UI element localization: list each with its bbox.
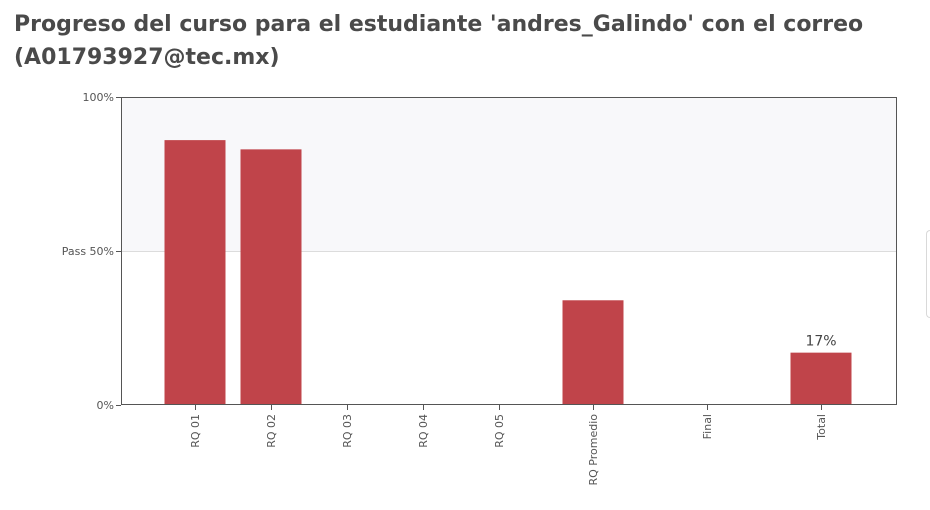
plot-frame — [121, 97, 897, 405]
bar-rq-01[interactable] — [164, 140, 226, 405]
y-tick-label: 0% — [97, 399, 114, 412]
x-tick-label: Final — [701, 414, 714, 439]
side-panel-tab[interactable] — [926, 230, 930, 318]
data-labels-group: 17% — [805, 334, 836, 350]
x-tick-label: RQ 04 — [417, 414, 430, 448]
bar-rq-promedio[interactable] — [562, 300, 624, 405]
x-tick-label: RQ 01 — [189, 414, 202, 448]
bar-rq-02[interactable] — [240, 149, 302, 405]
bars-group — [164, 140, 852, 405]
bar-total[interactable] — [790, 352, 852, 405]
x-tick-label: RQ Promedio — [587, 414, 600, 486]
x-tick-label: RQ 03 — [341, 414, 354, 448]
y-tick-label: Pass 50% — [62, 245, 114, 258]
x-tick-label: RQ 05 — [493, 414, 506, 448]
data-label: 17% — [805, 334, 836, 350]
pass-region-band — [121, 97, 897, 251]
x-tick-label: RQ 02 — [265, 414, 278, 448]
y-tick-label: 100% — [83, 91, 114, 104]
y-axis: 0% Pass 50% 100% — [62, 91, 121, 412]
x-axis: RQ 01 RQ 02 RQ 03 RQ 04 RQ 05 RQ Promedio Fina… — [189, 405, 828, 486]
x-tick-label: Total — [815, 414, 828, 441]
page-title: Progreso del curso para el estudiante 'a… — [14, 12, 864, 70]
